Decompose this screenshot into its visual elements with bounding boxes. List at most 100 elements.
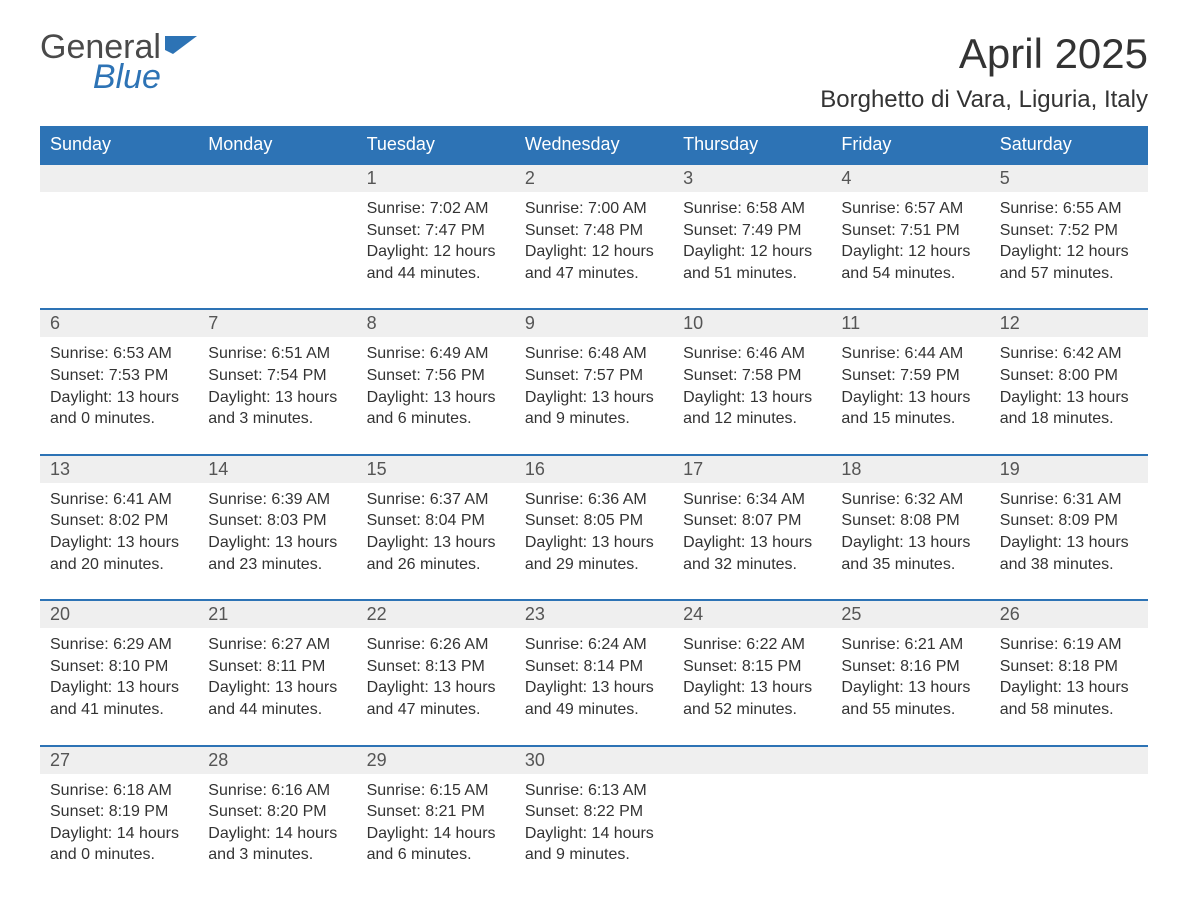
daynum-row: 13141516171819 [40, 455, 1148, 483]
daylight-text: Daylight: 12 hours and 57 minutes. [1000, 241, 1138, 284]
day-number-cell: 28 [198, 746, 356, 774]
day-detail-cell [990, 774, 1148, 890]
daylight-text: Daylight: 13 hours and 52 minutes. [683, 677, 821, 720]
daylight-text: Daylight: 13 hours and 32 minutes. [683, 532, 821, 575]
sunset-text: Sunset: 7:57 PM [525, 365, 663, 387]
weekday-header: Monday [198, 126, 356, 164]
day-number-cell: 18 [831, 455, 989, 483]
sunset-text: Sunset: 8:19 PM [50, 801, 188, 823]
sunrise-text: Sunrise: 6:58 AM [683, 198, 821, 220]
daylight-text: Daylight: 13 hours and 47 minutes. [367, 677, 505, 720]
day-number-cell: 3 [673, 164, 831, 192]
day-number-cell: 4 [831, 164, 989, 192]
sunset-text: Sunset: 8:13 PM [367, 656, 505, 678]
daylight-text: Daylight: 14 hours and 3 minutes. [208, 823, 346, 866]
day-number-cell: 8 [357, 309, 515, 337]
weekday-header: Thursday [673, 126, 831, 164]
weekday-header: Tuesday [357, 126, 515, 164]
sunset-text: Sunset: 7:58 PM [683, 365, 821, 387]
day-number-cell: 27 [40, 746, 198, 774]
calendar-table: Sunday Monday Tuesday Wednesday Thursday… [40, 126, 1148, 890]
sunset-text: Sunset: 8:04 PM [367, 510, 505, 532]
day-number-cell: 17 [673, 455, 831, 483]
daylight-text: Daylight: 13 hours and 44 minutes. [208, 677, 346, 720]
day-number-cell: 6 [40, 309, 198, 337]
sunset-text: Sunset: 8:16 PM [841, 656, 979, 678]
day-detail-cell: Sunrise: 6:18 AMSunset: 8:19 PMDaylight:… [40, 774, 198, 890]
sunset-text: Sunset: 8:00 PM [1000, 365, 1138, 387]
daylight-text: Daylight: 12 hours and 51 minutes. [683, 241, 821, 284]
day-detail-cell: Sunrise: 6:36 AMSunset: 8:05 PMDaylight:… [515, 483, 673, 600]
day-detail-cell: Sunrise: 6:16 AMSunset: 8:20 PMDaylight:… [198, 774, 356, 890]
day-number-cell: 23 [515, 600, 673, 628]
sunrise-text: Sunrise: 6:41 AM [50, 489, 188, 511]
day-detail-cell: Sunrise: 6:32 AMSunset: 8:08 PMDaylight:… [831, 483, 989, 600]
day-detail-cell: Sunrise: 6:58 AMSunset: 7:49 PMDaylight:… [673, 192, 831, 309]
title-block: April 2025 Borghetto di Vara, Liguria, I… [820, 30, 1148, 114]
sunrise-text: Sunrise: 6:49 AM [367, 343, 505, 365]
daynum-row: 12345 [40, 164, 1148, 192]
daylight-text: Daylight: 14 hours and 0 minutes. [50, 823, 188, 866]
weekday-header: Saturday [990, 126, 1148, 164]
day-detail-cell: Sunrise: 6:26 AMSunset: 8:13 PMDaylight:… [357, 628, 515, 745]
day-detail-cell: Sunrise: 6:21 AMSunset: 8:16 PMDaylight:… [831, 628, 989, 745]
sunset-text: Sunset: 8:18 PM [1000, 656, 1138, 678]
sunset-text: Sunset: 8:21 PM [367, 801, 505, 823]
weekday-header: Wednesday [515, 126, 673, 164]
weekday-header: Friday [831, 126, 989, 164]
day-detail-cell: Sunrise: 6:24 AMSunset: 8:14 PMDaylight:… [515, 628, 673, 745]
sunrise-text: Sunrise: 6:44 AM [841, 343, 979, 365]
sunset-text: Sunset: 8:02 PM [50, 510, 188, 532]
day-detail-cell: Sunrise: 6:46 AMSunset: 7:58 PMDaylight:… [673, 337, 831, 454]
sunset-text: Sunset: 8:15 PM [683, 656, 821, 678]
day-number-cell [673, 746, 831, 774]
sunset-text: Sunset: 8:22 PM [525, 801, 663, 823]
day-number-cell: 21 [198, 600, 356, 628]
day-detail-cell: Sunrise: 6:49 AMSunset: 7:56 PMDaylight:… [357, 337, 515, 454]
day-number-cell: 14 [198, 455, 356, 483]
day-number-cell: 13 [40, 455, 198, 483]
sunrise-text: Sunrise: 6:46 AM [683, 343, 821, 365]
day-detail-cell [831, 774, 989, 890]
sunrise-text: Sunrise: 6:21 AM [841, 634, 979, 656]
sunset-text: Sunset: 7:59 PM [841, 365, 979, 387]
sunset-text: Sunset: 8:07 PM [683, 510, 821, 532]
daylight-text: Daylight: 13 hours and 58 minutes. [1000, 677, 1138, 720]
day-detail-cell: Sunrise: 6:34 AMSunset: 8:07 PMDaylight:… [673, 483, 831, 600]
daylight-text: Daylight: 13 hours and 23 minutes. [208, 532, 346, 575]
daylight-text: Daylight: 13 hours and 38 minutes. [1000, 532, 1138, 575]
day-number-cell: 11 [831, 309, 989, 337]
day-number-cell: 7 [198, 309, 356, 337]
flag-icon [165, 36, 197, 64]
sunrise-text: Sunrise: 6:18 AM [50, 780, 188, 802]
day-number-cell: 16 [515, 455, 673, 483]
sunset-text: Sunset: 7:48 PM [525, 220, 663, 242]
sunrise-text: Sunrise: 6:26 AM [367, 634, 505, 656]
sunrise-text: Sunrise: 6:22 AM [683, 634, 821, 656]
day-number-cell: 25 [831, 600, 989, 628]
day-detail-cell: Sunrise: 7:02 AMSunset: 7:47 PMDaylight:… [357, 192, 515, 309]
day-detail-cell: Sunrise: 6:31 AMSunset: 8:09 PMDaylight:… [990, 483, 1148, 600]
daylight-text: Daylight: 13 hours and 29 minutes. [525, 532, 663, 575]
sunset-text: Sunset: 7:53 PM [50, 365, 188, 387]
day-detail-cell: Sunrise: 7:00 AMSunset: 7:48 PMDaylight:… [515, 192, 673, 309]
header: General Blue April 2025 Borghetto di Var… [40, 30, 1148, 114]
daylight-text: Daylight: 14 hours and 9 minutes. [525, 823, 663, 866]
sunrise-text: Sunrise: 6:15 AM [367, 780, 505, 802]
sunrise-text: Sunrise: 6:42 AM [1000, 343, 1138, 365]
brand-logo: General Blue [40, 30, 197, 94]
sunset-text: Sunset: 8:08 PM [841, 510, 979, 532]
month-title: April 2025 [820, 30, 1148, 78]
sunrise-text: Sunrise: 6:29 AM [50, 634, 188, 656]
day-detail-cell: Sunrise: 6:22 AMSunset: 8:15 PMDaylight:… [673, 628, 831, 745]
sunset-text: Sunset: 7:56 PM [367, 365, 505, 387]
daylight-text: Daylight: 12 hours and 44 minutes. [367, 241, 505, 284]
day-detail-cell: Sunrise: 6:42 AMSunset: 8:00 PMDaylight:… [990, 337, 1148, 454]
daylight-text: Daylight: 13 hours and 55 minutes. [841, 677, 979, 720]
sunrise-text: Sunrise: 6:48 AM [525, 343, 663, 365]
day-number-cell [40, 164, 198, 192]
sunrise-text: Sunrise: 6:24 AM [525, 634, 663, 656]
detail-row: Sunrise: 7:02 AMSunset: 7:47 PMDaylight:… [40, 192, 1148, 309]
detail-row: Sunrise: 6:18 AMSunset: 8:19 PMDaylight:… [40, 774, 1148, 890]
day-number-cell: 24 [673, 600, 831, 628]
